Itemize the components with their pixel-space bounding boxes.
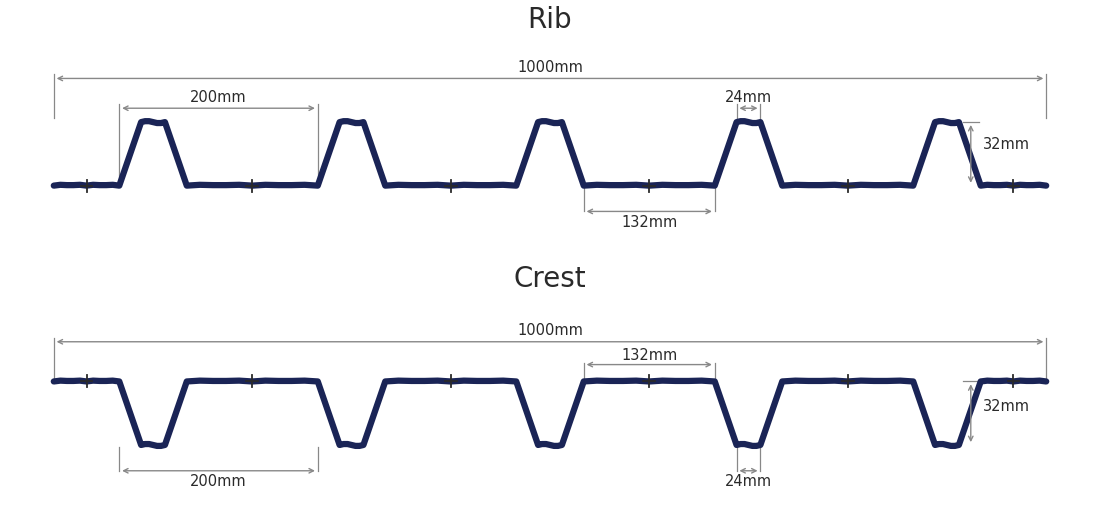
Title: Rib: Rib (528, 6, 572, 34)
Title: Crest: Crest (514, 265, 586, 293)
Text: 24mm: 24mm (725, 90, 772, 105)
Text: 200mm: 200mm (190, 474, 246, 489)
Text: 32mm: 32mm (982, 137, 1030, 152)
Text: 132mm: 132mm (621, 215, 678, 230)
Text: 24mm: 24mm (725, 474, 772, 489)
Text: 1000mm: 1000mm (517, 60, 583, 75)
Text: 200mm: 200mm (190, 90, 246, 105)
Text: 32mm: 32mm (982, 399, 1030, 414)
Text: 132mm: 132mm (621, 347, 678, 363)
Text: 1000mm: 1000mm (517, 323, 583, 338)
